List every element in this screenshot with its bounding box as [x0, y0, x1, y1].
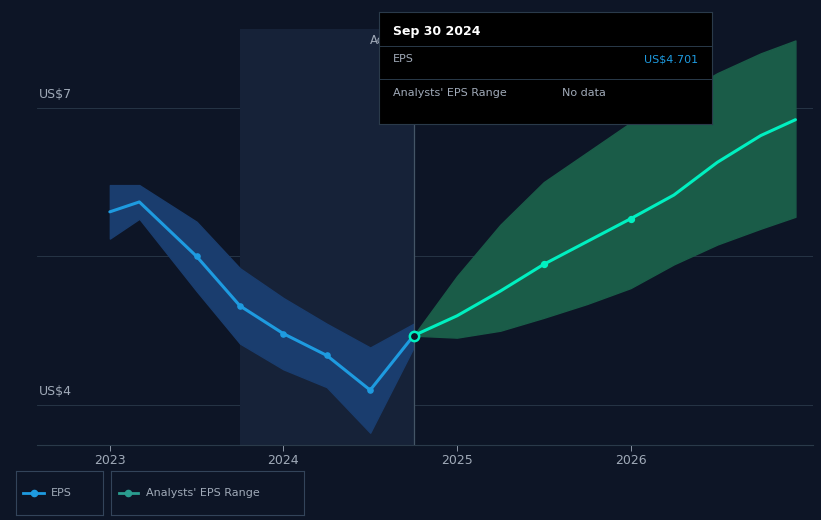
Point: [624, 215, 637, 223]
Text: US$7: US$7: [39, 88, 71, 101]
Text: US$4: US$4: [39, 385, 71, 398]
Point: [277, 330, 290, 338]
Text: EPS: EPS: [51, 488, 71, 498]
Point: [27, 489, 40, 497]
Text: No data: No data: [562, 88, 606, 98]
Point: [537, 260, 550, 268]
Text: Analysts Forecasts: Analysts Forecasts: [428, 34, 538, 47]
Text: Sep 30 2024: Sep 30 2024: [392, 25, 480, 38]
Point: [122, 489, 135, 497]
Point: [407, 331, 420, 340]
Text: Analysts' EPS Range: Analysts' EPS Range: [145, 488, 259, 498]
Point: [190, 252, 203, 261]
Bar: [240, 29, 414, 445]
Point: [364, 386, 377, 394]
Point: [233, 302, 246, 310]
Text: Actual: Actual: [369, 34, 406, 47]
Text: EPS: EPS: [392, 55, 414, 64]
Point: [320, 352, 333, 360]
Text: Analysts' EPS Range: Analysts' EPS Range: [392, 88, 507, 98]
Text: US$4.701: US$4.701: [644, 55, 699, 64]
